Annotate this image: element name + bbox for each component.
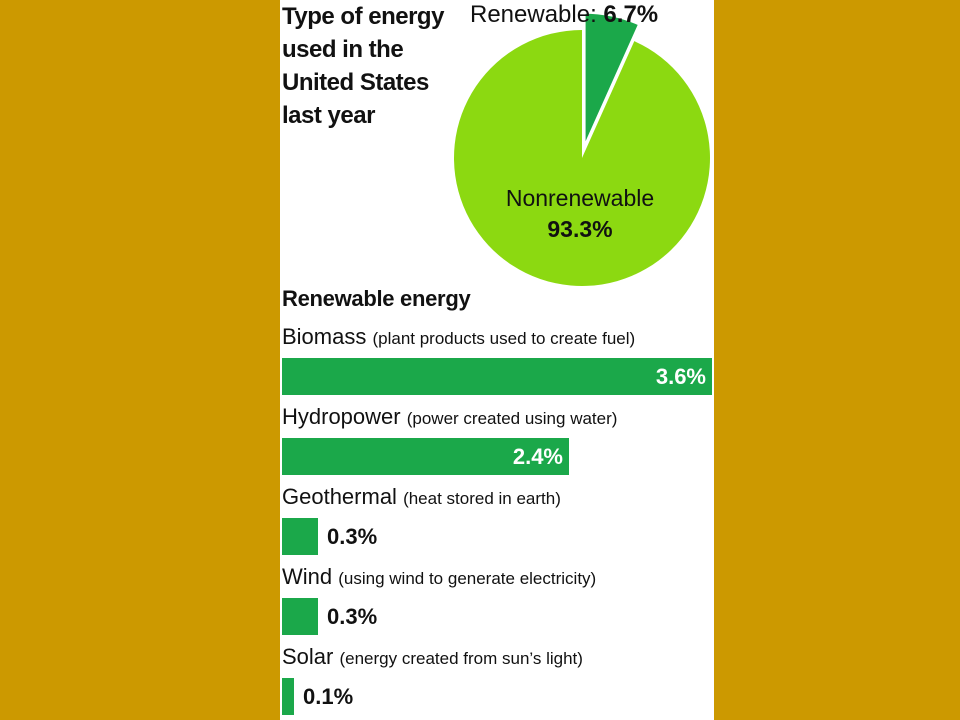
bar-row-geothermal: Geothermal (heat stored in earth) 0.3%: [280, 482, 714, 562]
bar-wind: [282, 598, 318, 635]
bar-label: Geothermal (heat stored in earth): [282, 482, 561, 514]
bar-chart-title: Renewable energy: [282, 286, 471, 311]
bar-label: Biomass (plant products used to create f…: [282, 322, 635, 354]
renewable-label-text: Renewable:: [470, 1, 597, 28]
bar-value-label: 0.1%: [303, 684, 354, 709]
bar-category-name: Biomass: [282, 324, 373, 349]
nonrenewable-slice-label: Nonrenewable 93.3%: [470, 183, 690, 245]
bar-row-wind: Wind (using wind to generate electricity…: [280, 562, 714, 642]
bar-row-biomass: Biomass (plant products used to create f…: [280, 322, 714, 402]
bar-row-solar: Solar (energy created from sun’s light) 0…: [280, 642, 714, 720]
bar-biomass: [282, 358, 712, 395]
pie-chart: Renewable: 6.7% Nonrenewable 93.3%: [280, 0, 714, 290]
bar-category-description: (using wind to generate electricity): [338, 569, 597, 588]
pie-slice-renewable: [582, 10, 642, 149]
bar-category-description: (plant products used to create fuel): [372, 329, 636, 348]
bar-category-description: (energy created from sun’s light): [339, 649, 583, 668]
renewable-label-value: 6.7%: [603, 1, 659, 28]
bar-value-label: 0.3%: [327, 604, 378, 629]
renewable-slice-label: Renewable: 6.7%: [470, 0, 710, 30]
bar-category-name: Solar: [282, 644, 340, 669]
bar-value-label: 0.3%: [327, 524, 378, 549]
nonrenewable-label-text: Nonrenewable: [505, 185, 655, 211]
bar-label: Wind (using wind to generate electricity…: [282, 562, 596, 594]
pie-slice-nonrenewable: [454, 30, 710, 286]
bar-category-name: Wind: [282, 564, 339, 589]
bar-hydropower: [282, 438, 569, 475]
nonrenewable-label-value: 93.3%: [547, 216, 613, 242]
pie-svg: [454, 10, 710, 286]
bar-category-name: Hydropower: [282, 404, 407, 429]
bar-category-name: Geothermal: [282, 484, 404, 509]
bar-geothermal: [282, 518, 318, 555]
bar-row-hydropower: Hydropower (power created using water) 2.…: [280, 402, 714, 482]
bar-category-description: (power created using water): [406, 409, 618, 428]
chart-title: Type of energy used in the United States…: [282, 3, 444, 129]
bar-label: Hydropower (power created using water): [282, 402, 617, 434]
bar-category-description: (heat stored in earth): [403, 489, 561, 508]
infographic-panel: Type of energy used in the United States…: [280, 0, 714, 720]
bar-value-label: 3.6%: [655, 364, 706, 389]
bar-solar: [282, 678, 294, 715]
bar-label: Solar (energy created from sun’s light): [282, 642, 583, 674]
bar-value-label: 2.4%: [512, 444, 563, 469]
